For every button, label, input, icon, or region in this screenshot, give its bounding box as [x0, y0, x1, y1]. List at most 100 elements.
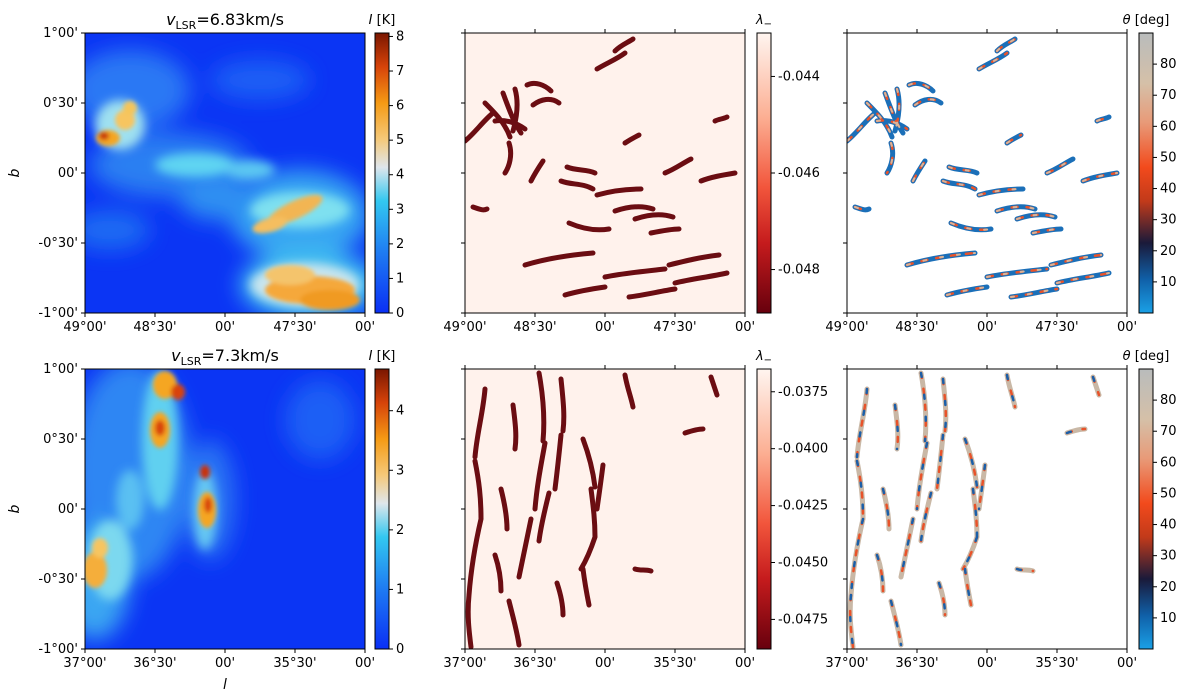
x-tick-label: 49°00' [63, 320, 106, 335]
colorbar-tick-label: 60 [1160, 455, 1177, 470]
colorbar-tick-label: 70 [1160, 88, 1177, 103]
colorbar-label: I [K] [369, 349, 396, 364]
y-tick-label: 1°00' [43, 362, 78, 377]
x-tick-label: 00' [215, 320, 235, 335]
colorbar-tick-label: 1 [396, 271, 404, 286]
x-tick-label: 36°30' [513, 656, 556, 671]
x-tick-label: 00' [355, 320, 375, 335]
x-tick-label: 35°30' [1035, 656, 1078, 671]
colorbar-label: I [K] [369, 13, 396, 28]
y-tick-label: 00' [58, 502, 78, 517]
x-tick-label: 49°00' [825, 320, 868, 335]
x-tick-label: 47°30' [1035, 320, 1078, 335]
colorbar-tick-label: 4 [396, 404, 404, 419]
x-tick-label: 00' [735, 656, 755, 671]
x-tick-label: 37°00' [825, 656, 868, 671]
colorbar-tick-label: 10 [1160, 275, 1177, 290]
colorbar-tick-label: 3 [396, 202, 404, 217]
x-tick-label: 00' [1117, 320, 1137, 335]
colorbar-tick-label: -0.0425 [778, 499, 828, 514]
colorbar [1138, 368, 1154, 650]
colorbar-tick-label: 50 [1160, 150, 1177, 165]
y-tick-label: 1°00' [43, 26, 78, 41]
x-tick-label: 36°30' [895, 656, 938, 671]
panel-intensity-top [85, 33, 365, 313]
colorbar [374, 368, 390, 650]
colorbar [756, 32, 772, 314]
panel-intensity-bottom [85, 369, 365, 649]
y-tick-label: -0°30' [38, 236, 78, 251]
colorbar-tick-label: 0 [396, 642, 404, 657]
colorbar-tick-label: 1 [396, 582, 404, 597]
x-tick-label: 48°30' [513, 320, 556, 335]
colorbar-tick-label: -0.0375 [778, 385, 828, 400]
y-tick-label: 0°30' [43, 96, 78, 111]
x-tick-label: 00' [977, 656, 997, 671]
intensity-diffuse-emission [85, 50, 365, 313]
y-tick-label: -1°00' [38, 306, 78, 321]
colorbar-tick-label: 2 [396, 523, 404, 538]
colorbar-label: λ− [755, 13, 772, 30]
colorbar-tick-label: 80 [1160, 57, 1177, 72]
colorbar-tick-label: 50 [1160, 486, 1177, 501]
colorbar-tick-label: 0 [396, 306, 404, 321]
colorbar [374, 32, 390, 314]
colorbar-tick-label: -0.0450 [778, 555, 828, 570]
x-tick-label: 47°30' [653, 320, 696, 335]
y-tick-label: -1°00' [38, 642, 78, 657]
colorbar-tick-label: 4 [396, 168, 404, 183]
colorbar-tick-label: 2 [396, 237, 404, 252]
colorbar-tick-label: 40 [1160, 182, 1177, 197]
x-tick-label: 36°30' [133, 656, 176, 671]
intensity-bright-clumps [96, 101, 360, 310]
colorbar-tick-label: 5 [396, 133, 404, 148]
x-tick-label: 00' [1117, 656, 1137, 671]
colorbar-tick-label: 20 [1160, 244, 1177, 259]
panel-title: vLSR=6.83km/s [166, 10, 284, 32]
colorbar-label: θ [deg] [1123, 349, 1170, 364]
x-tick-label: 49°00' [443, 320, 486, 335]
panel-theta-bottom [847, 369, 1127, 649]
colorbar-label: λ− [755, 349, 772, 366]
x-tick-label: 48°30' [133, 320, 176, 335]
colorbar-label: θ [deg] [1123, 13, 1170, 28]
colorbar-tick-label: 20 [1160, 580, 1177, 595]
x-tick-label: 00' [595, 320, 615, 335]
colorbar-tick-label: -0.048 [778, 263, 820, 278]
y-tick-label: 00' [58, 166, 78, 181]
colorbar-tick-label: 30 [1160, 549, 1177, 564]
colorbar-tick-label: 8 [396, 29, 404, 44]
x-tick-label: 00' [977, 320, 997, 335]
colorbar-tick-label: 80 [1160, 393, 1177, 408]
colorbar-tick-label: -0.0400 [778, 442, 828, 457]
x-tick-label: 35°30' [273, 656, 316, 671]
x-axis-label: l [223, 677, 227, 693]
y-axis-label: b [7, 168, 23, 177]
colorbar [1138, 32, 1154, 314]
x-tick-label: 00' [355, 656, 375, 671]
lambda-map-background [465, 33, 745, 313]
colorbar-tick-label: 10 [1160, 611, 1177, 626]
x-tick-label: 37°00' [443, 656, 486, 671]
colorbar-tick-label: 60 [1160, 119, 1177, 134]
panel-title: vLSR=7.3km/s [171, 346, 279, 368]
theta-map-background [847, 33, 1127, 313]
colorbar-tick-label: -0.044 [778, 69, 820, 84]
x-tick-label: 00' [215, 656, 235, 671]
y-tick-label: -0°30' [38, 572, 78, 587]
x-tick-label: 00' [735, 320, 755, 335]
colorbar-tick-label: 3 [396, 463, 404, 478]
y-tick-label: 0°30' [43, 432, 78, 447]
intensity-bright-clumps [85, 371, 216, 588]
colorbar-tick-label: -0.0475 [778, 612, 828, 627]
colorbar-tick-label: 70 [1160, 424, 1177, 439]
panel-lambda-top [465, 33, 745, 313]
colorbar-tick-label: 40 [1160, 518, 1177, 533]
y-axis-label: b [7, 504, 23, 513]
x-tick-label: 37°00' [63, 656, 106, 671]
panel-lambda-bottom [465, 369, 745, 649]
x-tick-label: 48°30' [895, 320, 938, 335]
x-tick-label: 00' [595, 656, 615, 671]
panel-theta-top [847, 33, 1127, 313]
